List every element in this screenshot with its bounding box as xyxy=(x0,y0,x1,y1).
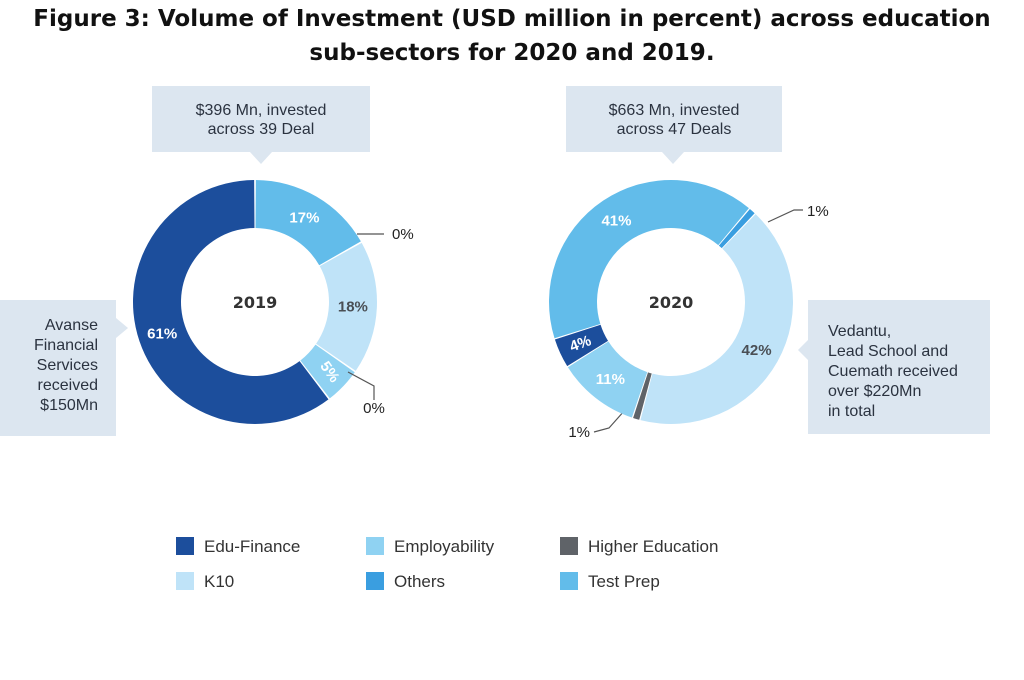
legend-label-higher-education: Higher Education xyxy=(588,537,718,556)
legend-swatch-employability xyxy=(366,537,384,555)
slice-2019-edu-finance xyxy=(132,180,329,424)
slice-2020-others xyxy=(718,208,755,249)
legend-label-others: Others xyxy=(394,572,445,591)
figure-title-line-2: sub-sectors for 2020 and 2019. xyxy=(309,40,715,66)
slice-2020-test-prep xyxy=(549,180,749,339)
callout-2020-side-line-3: Cuemath received xyxy=(828,363,958,380)
center-label-2020: 2020 xyxy=(649,293,694,312)
legend-label-k10: K10 xyxy=(204,572,234,591)
slice-2019-test-prep xyxy=(255,180,361,266)
leader-line-2020-higher-education xyxy=(593,409,626,433)
callout-2019-side-line-4: received xyxy=(38,377,98,394)
callout-2020-top: $663 Mn, invested across 47 Deals xyxy=(566,86,782,164)
slice-label-2020-others: 1% xyxy=(807,203,829,220)
legend-swatch-others xyxy=(366,572,384,590)
figure-title: Figure 3: Volume of Investment (USD mill… xyxy=(0,2,1024,70)
slice-2019-k10 xyxy=(316,242,377,371)
callout-2020-side: Vedantu, Lead School and Cuemath receive… xyxy=(798,300,990,434)
legend-swatch-edu-finance xyxy=(176,537,194,555)
callout-2019-side-line-3: Services xyxy=(37,357,98,374)
callout-2020-top-line-2: across 47 Deals xyxy=(617,121,732,138)
leader-line-2020-others xyxy=(767,209,803,223)
slice-label-2020-employability: 11% xyxy=(596,371,625,388)
legend: Edu-Finance Employability Higher Education… xyxy=(176,537,718,591)
donut-2020: 1% 42% 1% 11%4% 41% xyxy=(549,180,829,441)
callout-2019-side-line-5: $150Mn xyxy=(40,397,98,414)
center-label-2019: 2019 xyxy=(233,293,278,312)
chart-2020: $663 Mn, invested across 47 Deals Vedant… xyxy=(549,86,990,441)
callout-2019-top-line-1: $396 Mn, invested xyxy=(196,102,327,119)
slice-2019-employability xyxy=(300,344,355,399)
chart-2019: $396 Mn, invested across 39 Deal Avanse … xyxy=(0,86,414,436)
callout-2019-top-line-2: across 39 Deal xyxy=(208,121,315,138)
slice-2020-k10 xyxy=(640,214,793,424)
slice-label-2019-edu-finance: 61% xyxy=(147,325,177,342)
slice-label-2019-test-prep: 17% xyxy=(289,209,319,226)
slice-label-2020-test-prep: 41% xyxy=(601,213,631,230)
callout-2020-side-line-5: in total xyxy=(828,403,875,420)
callout-2020-top-line-1: $663 Mn, invested xyxy=(609,102,740,119)
donut-2019: 17%0%18%5%0%61% xyxy=(132,180,414,424)
slice-2020-higher-education xyxy=(633,372,652,420)
slice-label-2020-k10: 42% xyxy=(742,342,772,359)
legend-label-employability: Employability xyxy=(394,537,495,556)
legend-label-edu-finance: Edu-Finance xyxy=(204,537,300,556)
legend-label-test-prep: Test Prep xyxy=(588,572,660,591)
callout-2019-side-line-1: Avanse xyxy=(45,317,98,334)
slice-label-2019-others: 0% xyxy=(392,226,414,243)
legend-swatch-test-prep xyxy=(560,572,578,590)
callout-2019-top: $396 Mn, invested across 39 Deal xyxy=(152,86,370,164)
callout-2019-side: Avanse Financial Services received $150M… xyxy=(0,300,128,436)
slice-label-2020-edu-finance: 4% xyxy=(567,332,593,355)
slice-2020-employability xyxy=(567,341,648,418)
callout-2020-side-line-4: over $220Mn xyxy=(828,383,921,400)
slice-2020-edu-finance xyxy=(554,324,609,367)
slice-label-2020-higher-education: 1% xyxy=(568,424,590,441)
slice-label-2019-higher-education: 0% xyxy=(363,400,385,417)
legend-swatch-k10 xyxy=(176,572,194,590)
slice-label-2019-k10: 18% xyxy=(338,299,368,316)
leader-line-2019-higher-education xyxy=(347,371,375,400)
legend-swatch-higher-education xyxy=(560,537,578,555)
figure-title-line-1: Figure 3: Volume of Investment (USD mill… xyxy=(33,6,991,32)
callout-2020-side-line-1: Vedantu, xyxy=(828,323,891,340)
callout-2020-side-line-2: Lead School and xyxy=(828,343,948,360)
callout-2019-side-line-2: Financial xyxy=(34,337,98,354)
